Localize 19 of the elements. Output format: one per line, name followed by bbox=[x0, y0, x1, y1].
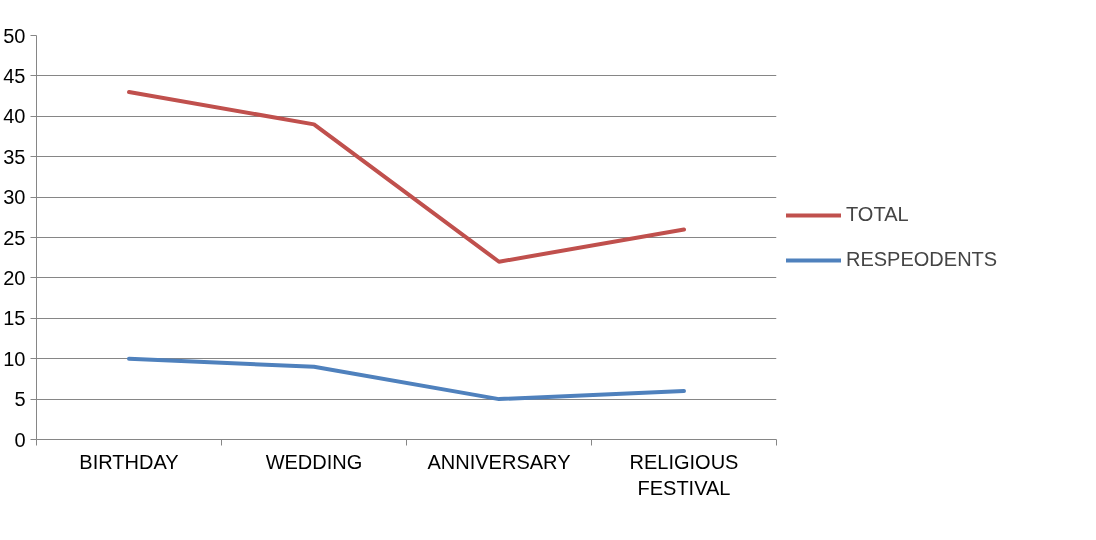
x-tick-label: ANNIVERSARY bbox=[427, 450, 571, 473]
y-tick-label: 35 bbox=[3, 145, 26, 168]
y-tick-label: 5 bbox=[14, 388, 26, 411]
legend-label: TOTAL bbox=[846, 203, 909, 226]
y-tick-label: 25 bbox=[3, 226, 26, 249]
y-tick-label: 0 bbox=[14, 428, 26, 451]
x-tick-label: RELIGIOUS FESTIVAL bbox=[629, 450, 739, 499]
y-tick-label: 20 bbox=[3, 266, 26, 289]
y-tick-label: 50 bbox=[3, 24, 26, 47]
y-tick-label: 10 bbox=[3, 347, 26, 370]
line-series bbox=[127, 90, 686, 264]
line-series bbox=[127, 356, 686, 402]
y-tick-label: 40 bbox=[3, 105, 26, 128]
y-tick-label: 30 bbox=[3, 186, 26, 209]
y-tick-label: 15 bbox=[3, 307, 26, 330]
x-tick-label: BIRTHDAY bbox=[79, 450, 179, 473]
x-tick-label: WEDDING bbox=[265, 450, 363, 473]
legend-label: RESPEODENTS bbox=[846, 248, 998, 271]
y-tick-label: 45 bbox=[3, 64, 26, 87]
